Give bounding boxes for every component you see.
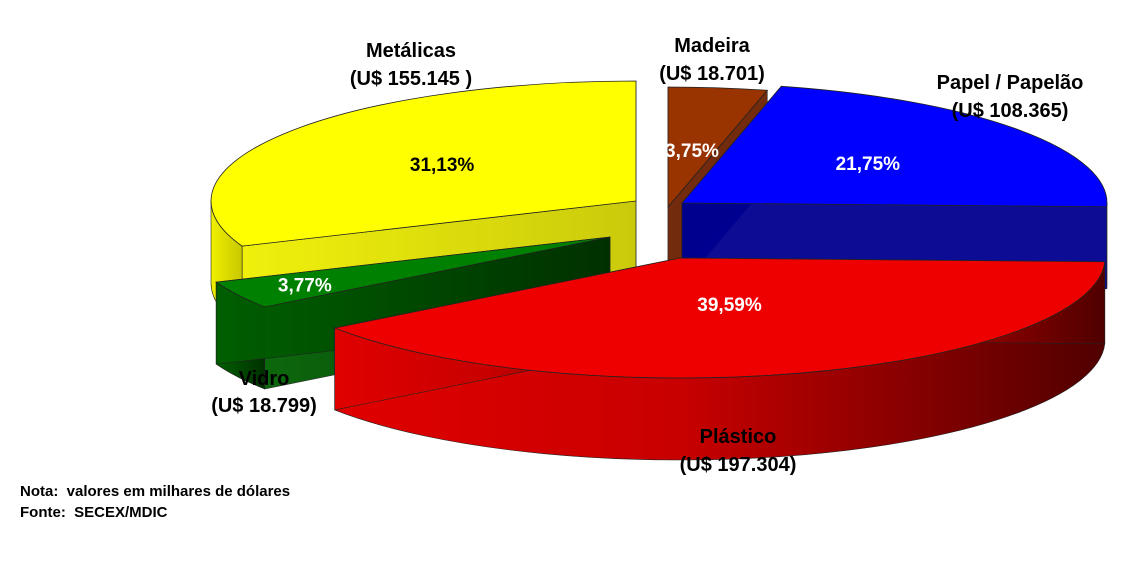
value-label-papel-papel-o: (U$ 108.365) (952, 100, 1069, 122)
category-label-vidro: Vidro (239, 368, 290, 390)
slice-pl-stico (333, 257, 1106, 379)
percent-label-papel-papel-o: 21,75% (836, 154, 901, 175)
slice-madeira (667, 86, 769, 209)
percent-label-met-licas: 31,13% (410, 155, 475, 176)
percent-label-pl-stico: 39,59% (697, 295, 762, 316)
percent-label-madeira: 3,75% (665, 141, 719, 162)
category-label-pl-stico: Plástico (700, 426, 777, 448)
fonte-text: Fonte: SECEX/MDIC (20, 504, 168, 521)
value-label-met-licas: (U$ 155.145 ) (350, 68, 472, 90)
nota-text: Nota: valores em milhares de dólares (20, 483, 291, 500)
chart-notes: Nota: valores em milhares de dólares Fon… (20, 481, 290, 523)
category-label-met-licas: Metálicas (366, 40, 456, 62)
slice-vidro (215, 236, 611, 308)
value-label-pl-stico: (U$ 197.304) (680, 454, 797, 476)
value-label-madeira: (U$ 18.701) (659, 63, 765, 85)
value-label-vidro: (U$ 18.799) (211, 395, 317, 417)
slice-met-licas (210, 80, 637, 247)
percent-label-vidro: 3,77% (278, 276, 332, 297)
category-label-papel-papel-o: Papel / Papelão (937, 72, 1084, 94)
category-label-madeira: Madeira (674, 35, 750, 57)
slice-papel-papel-o (681, 85, 1108, 208)
